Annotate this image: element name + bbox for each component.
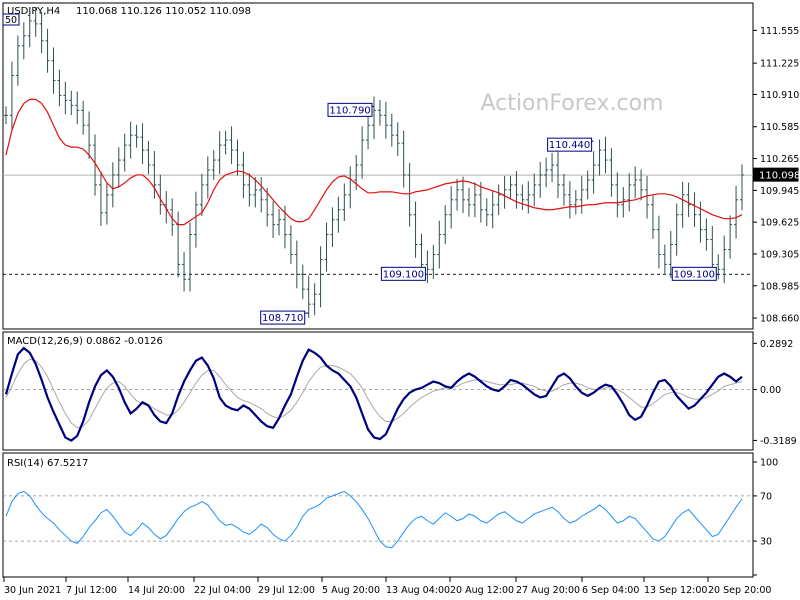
rsi-tick-label: 100 xyxy=(760,458,778,469)
annotation-box xyxy=(260,310,306,325)
annotation-box xyxy=(547,137,593,152)
price-tick-label: 111.555 xyxy=(760,26,799,37)
price-tick-label: 109.625 xyxy=(760,218,799,229)
time-tick-label: 20 Sep 20:00 xyxy=(708,585,771,596)
time-tick-label: 27 Aug 20:00 xyxy=(516,585,580,596)
annotation-label: 110.790 xyxy=(329,105,370,116)
price-plot: 111.555 111.225 110.910 110.585 110.265 109.9… xyxy=(3,7,800,325)
rsi-panel-frame xyxy=(2,452,754,578)
macd-plot: 0.2892 0.00 -0.3189 xyxy=(3,339,797,447)
annotation-box xyxy=(327,102,373,117)
macd-tick-label: 0.2892 xyxy=(760,339,793,350)
ohlc-values: 110.068 110.126 110.052 110.098 xyxy=(76,6,251,17)
price-tick-label: 109.305 xyxy=(760,249,799,260)
price-tick-label: 110.585 xyxy=(760,122,799,133)
annotation-box xyxy=(671,266,717,281)
time-tick-label: 5 Aug 20:00 xyxy=(322,585,380,596)
rsi-plot: 100 70 30 xyxy=(3,458,778,576)
macd-title: MACD(12,26,9) 0.0862 -0.0126 xyxy=(7,336,163,347)
annotation-label: 109.100 xyxy=(383,269,424,280)
price-tick-label: 108.985 xyxy=(760,281,799,292)
time-tick-label: 7 Jul 12:00 xyxy=(66,585,117,596)
price-header: USDJPY,H4 110.068 110.126 110.052 110.09… xyxy=(2,6,251,26)
macd-line xyxy=(4,346,743,442)
annotation-label: 108.710 xyxy=(262,313,303,324)
rsi-tick-label: 30 xyxy=(760,537,772,548)
annotation-box xyxy=(380,266,426,281)
price-tick-label: 110.910 xyxy=(760,90,799,101)
annotation-label: 110.440 xyxy=(549,140,590,151)
rsi-title: RSI(14) 67.5217 xyxy=(7,458,88,469)
time-tick-label: 22 Jul 04:00 xyxy=(194,585,251,596)
time-tick-label: 29 Jul 12:00 xyxy=(258,585,315,596)
macd-signal-line xyxy=(5,358,743,429)
annotation-label: 109.100 xyxy=(674,269,715,280)
current-price-tag-box xyxy=(753,167,799,182)
time-tick-label: 30 Jun 2021 xyxy=(4,585,61,596)
moving-average-line xyxy=(5,98,743,226)
macd-tick-label: -0.3189 xyxy=(760,436,797,447)
rsi-line xyxy=(5,490,743,549)
time-axis: 30 Jun 2021 7 Jul 12:00 14 Jul 20:00 22 Jul… xyxy=(3,577,771,596)
macd-tick-label: 0.00 xyxy=(760,385,781,396)
price-panel-frame xyxy=(2,2,754,330)
time-tick-label: 14 Jul 20:00 xyxy=(128,585,185,596)
time-tick-label: 6 Sep 04:00 xyxy=(582,585,639,596)
price-tick-label: 111.225 xyxy=(760,59,799,70)
symbol-label: USDJPY,H4 xyxy=(7,6,60,17)
corner-tag: 50 xyxy=(5,15,17,26)
macd-panel-frame xyxy=(2,331,754,451)
price-tick-label: 109.945 xyxy=(760,186,799,197)
time-tick-label: 13 Aug 04:00 xyxy=(386,585,450,596)
time-tick-label: 20 Aug 12:00 xyxy=(450,585,514,596)
current-price-tag: 110.098 xyxy=(759,171,800,182)
corner-tag-box xyxy=(2,13,20,26)
rsi-tick-label: 70 xyxy=(760,491,772,502)
price-tick-label: 108.660 xyxy=(760,314,799,325)
time-tick-label: 13 Sep 12:00 xyxy=(644,585,707,596)
price-tick-label: 110.265 xyxy=(760,154,799,165)
watermark: ActionForex.com xyxy=(481,91,664,116)
